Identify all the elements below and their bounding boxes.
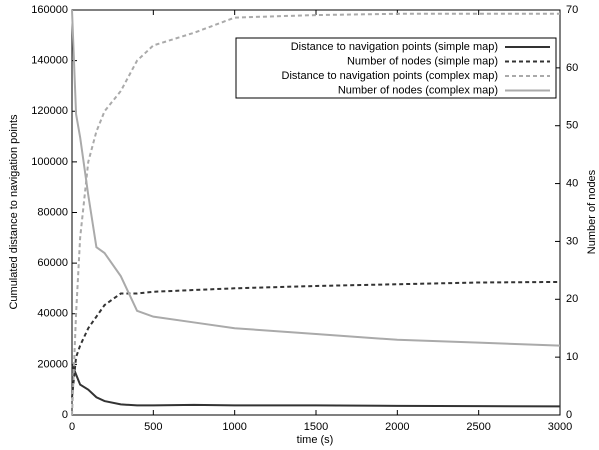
y2-tick-label: 0 [566, 409, 572, 421]
y-tick-label: 20000 [37, 358, 68, 370]
x-tick-label: 1000 [222, 421, 246, 433]
series-line [71, 364, 561, 408]
y2-tick-label: 50 [566, 120, 578, 132]
y-tick-label: 100000 [31, 156, 68, 168]
x-axis-label: time (s) [297, 434, 334, 446]
x-tick-label: 3000 [548, 421, 572, 433]
x-tick-label: 2500 [466, 421, 490, 433]
x-tick-label: 1500 [304, 421, 328, 433]
x-tick-label: 2000 [385, 421, 409, 433]
x-tick-label: 500 [144, 421, 162, 433]
y2-tick-label: 40 [566, 177, 578, 189]
y2-tick-label: 60 [566, 62, 578, 74]
y2-tick-label: 70 [566, 4, 578, 16]
x-tick-label: 0 [69, 421, 75, 433]
y2-tick-label: 20 [566, 293, 578, 305]
series-line [71, 9, 561, 347]
y-tick-label: 40000 [37, 308, 68, 320]
series-line [71, 280, 561, 398]
y2-tick-label: 30 [566, 235, 578, 247]
y-tick-label: 80000 [37, 206, 68, 218]
series-line [71, 12, 560, 416]
legend-label: Number of nodes (simple map) [347, 55, 498, 67]
y-tick-label: 60000 [37, 257, 68, 269]
legend-label: Number of nodes (complex map) [338, 84, 498, 96]
legend-label: Distance to navigation points (complex m… [282, 70, 498, 82]
legend-label: Distance to navigation points (simple ma… [291, 41, 498, 53]
y2-axis-label: Number of nodes [586, 169, 598, 254]
y2-tick-label: 10 [566, 351, 578, 363]
y-tick-label: 140000 [31, 55, 68, 67]
legend-box [235, 37, 557, 99]
y-tick-label: 160000 [31, 4, 68, 16]
y-axis-label: Cumulated distance to navigation points [8, 114, 20, 310]
y-tick-label: 120000 [31, 105, 68, 117]
y-tick-label: 0 [62, 409, 68, 421]
